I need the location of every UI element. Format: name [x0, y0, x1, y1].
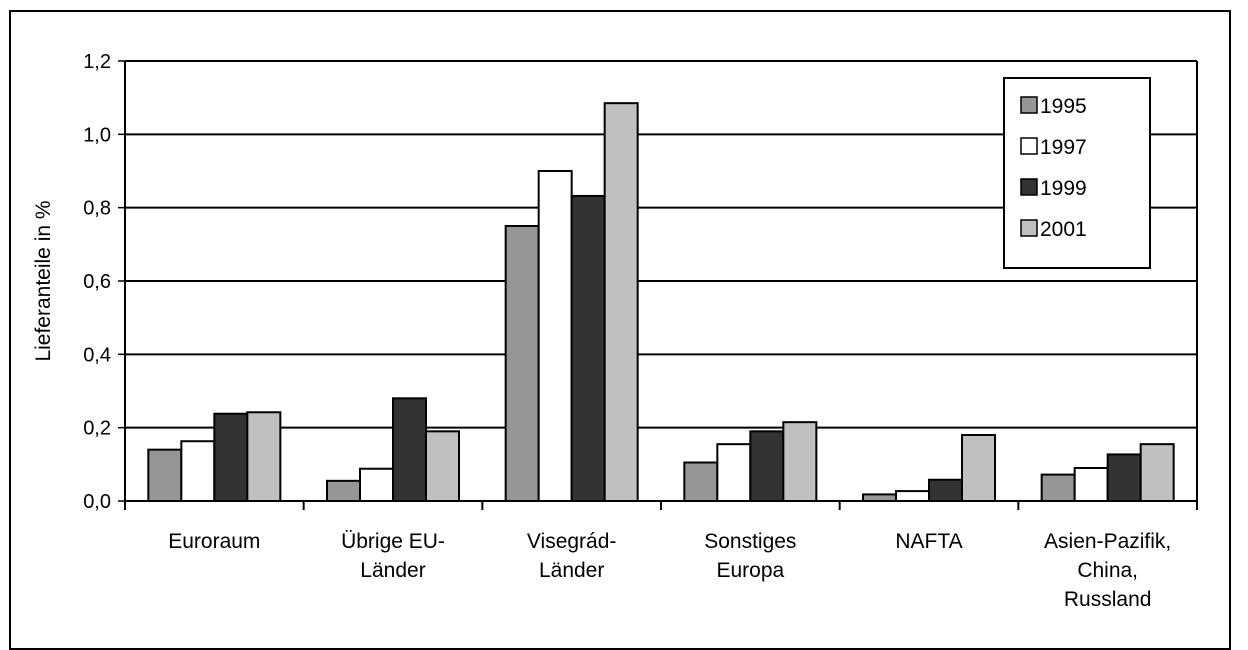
bar-1997: [537, 170, 573, 502]
bar-2001: [961, 434, 996, 502]
bar-2001: [1139, 443, 1175, 502]
bar-1997: [1073, 467, 1109, 502]
bar-2001: [425, 430, 460, 503]
x-category-label: Europa: [716, 559, 784, 582]
x-category-label: Visegrád-: [527, 530, 617, 553]
x-category-label: NAFTA: [895, 530, 962, 553]
x-category-label: Asien-Pazifik,: [1044, 530, 1171, 553]
x-category-label: Übrige EU-: [341, 530, 445, 553]
bar-1997: [180, 440, 216, 503]
legend-swatch-1999: [1020, 178, 1038, 196]
bar-2001: [603, 102, 639, 503]
y-axis-title: Lieferanteile in %: [32, 200, 55, 361]
bar-1999: [213, 412, 249, 503]
y-tick-label: 0,0: [83, 491, 111, 513]
bar-1995: [326, 479, 361, 503]
legend-swatch-2001: [1020, 219, 1038, 237]
legend-swatch-1997: [1020, 137, 1038, 155]
legend-label: 1999: [1040, 177, 1087, 200]
y-tick-label: 1,2: [83, 51, 111, 73]
bar-1997: [716, 443, 752, 502]
x-category-label: Russland: [1064, 588, 1152, 611]
legend-label: 1995: [1040, 95, 1087, 118]
legend-swatch-1995: [1020, 96, 1038, 114]
x-category-label: China,: [1077, 559, 1138, 582]
bar-1999: [1106, 453, 1142, 502]
bar-1997: [895, 490, 930, 503]
bar-1995: [147, 448, 183, 502]
bar-1999: [392, 397, 427, 503]
bar-chart: 0,0 0,2 0,4 0,6 0,8 1,0 1,2 Euroraum Übrige EU- L…: [32, 51, 1198, 611]
bar-1995: [504, 225, 540, 502]
bar-1995: [1040, 473, 1076, 503]
bar-1999: [928, 478, 963, 503]
x-category-label: Länder: [360, 559, 425, 582]
x-category-label: Sonstiges: [704, 530, 796, 553]
x-category-label: Euroraum: [168, 530, 260, 553]
legend-label: 1997: [1040, 136, 1087, 159]
bar-1999: [749, 430, 785, 503]
bar-2001: [246, 411, 282, 502]
y-tick-label: 0,8: [83, 198, 111, 220]
bar-1995: [683, 461, 719, 502]
bar-1999: [570, 194, 606, 503]
y-tick-label: 0,2: [83, 418, 111, 440]
y-tick-label: 0,4: [83, 344, 111, 366]
legend-label: 2001: [1040, 218, 1087, 241]
bar-1997: [359, 467, 394, 503]
y-tick-label: 0,6: [83, 271, 111, 293]
x-category-label: Länder: [539, 559, 604, 582]
bar-2001: [782, 421, 818, 502]
y-tick-label: 1,0: [83, 124, 111, 146]
